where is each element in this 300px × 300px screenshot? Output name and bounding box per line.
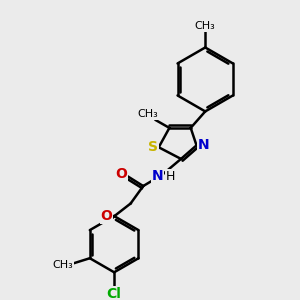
Text: O: O	[115, 167, 127, 182]
Text: CH₃: CH₃	[52, 260, 73, 270]
Text: N: N	[152, 169, 164, 183]
Text: S: S	[148, 140, 158, 154]
Text: CH₃: CH₃	[138, 109, 158, 119]
Text: N: N	[197, 138, 209, 152]
Text: CH₃: CH₃	[195, 21, 216, 31]
Text: O: O	[100, 209, 112, 223]
Text: Cl: Cl	[107, 286, 122, 300]
Text: H: H	[166, 170, 175, 183]
